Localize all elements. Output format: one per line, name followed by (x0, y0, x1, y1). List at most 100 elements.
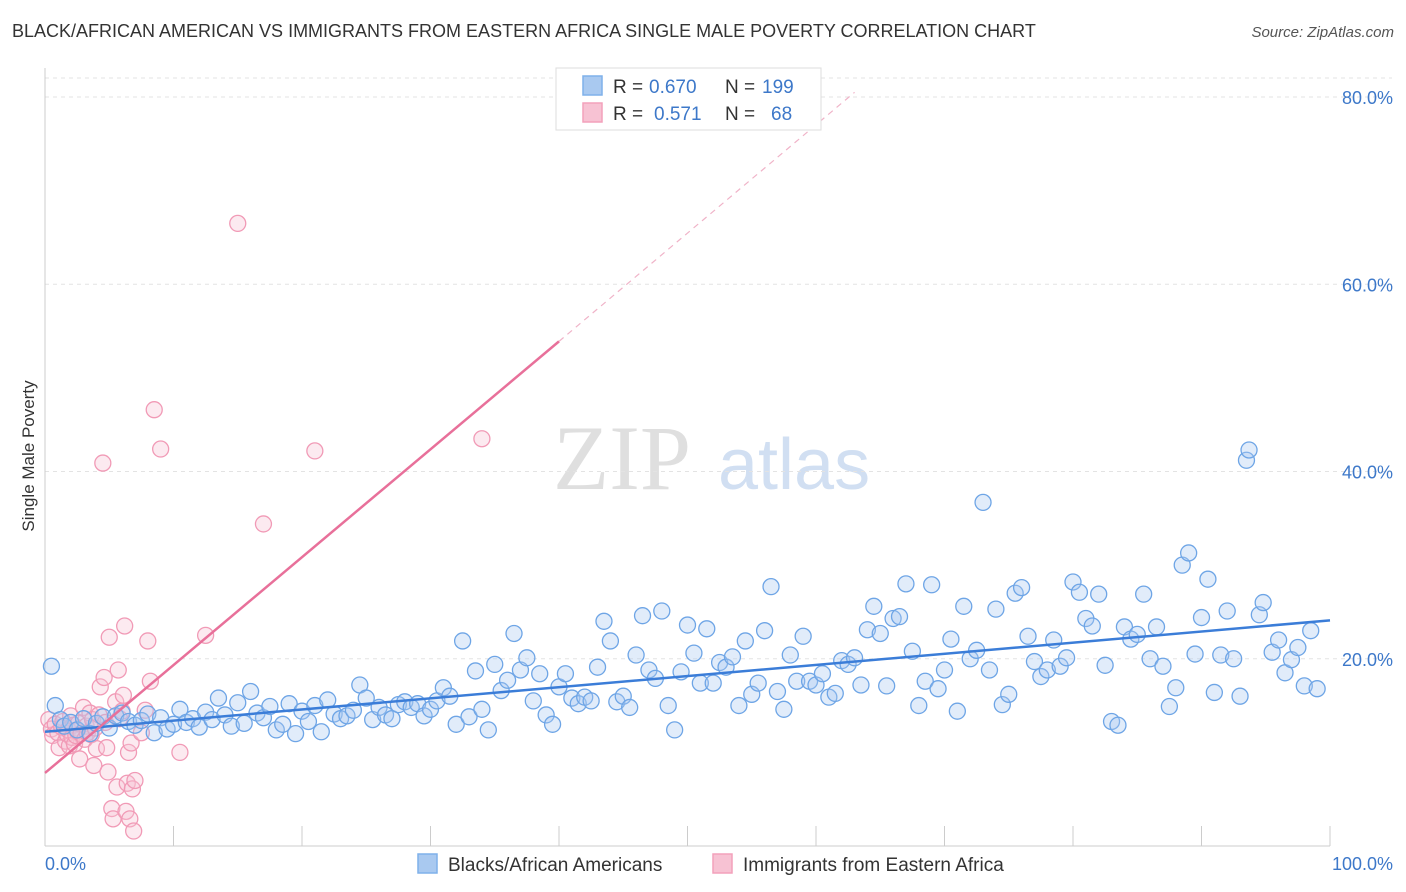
scatter-point-black (203, 710, 221, 729)
scatter-point-black (723, 648, 742, 666)
scatter-point-black (923, 576, 941, 594)
scatter-point-black (794, 627, 812, 645)
scatter-point-black (1064, 573, 1082, 591)
scatter-point-black (1205, 683, 1223, 702)
scatter-point-black (415, 707, 433, 725)
scatter-point-black (447, 715, 465, 733)
scatter-point-black (383, 710, 401, 728)
scatter-point-black (582, 692, 600, 710)
bottom-legend: Blacks/African Americans Immigrants from… (417, 853, 1004, 876)
scatter-point-black (312, 723, 330, 741)
scatter-point-black (222, 717, 240, 735)
scatter-point-eastern-africa (196, 626, 215, 644)
scatter-point-black (865, 597, 883, 615)
scatter-point-black (286, 725, 305, 743)
scatter-point-black (460, 708, 478, 726)
scatter-point-black (845, 649, 864, 667)
grid-lines (45, 77, 1392, 660)
scatter-point-black (1000, 685, 1018, 703)
scatter-point-black (1254, 593, 1272, 612)
scatter-point-black (479, 721, 497, 739)
scatter-point-black (948, 702, 966, 720)
scatter-point-black (1269, 631, 1288, 649)
scatter-point-black (704, 674, 722, 692)
legend-r-value-1: 0.670 (649, 77, 697, 98)
scatter-point-black (1308, 680, 1326, 698)
scatter-point-black (1160, 697, 1179, 716)
scatter-point-black (1096, 656, 1114, 674)
scatter-point-black (241, 682, 260, 701)
scatter-point-black (910, 696, 928, 715)
scatter-point-black (569, 695, 587, 713)
scatter-point-eastern-africa (171, 743, 189, 762)
scatter-point-black (543, 715, 562, 733)
scatter-point-black (531, 665, 549, 683)
scatter-point-eastern-africa (141, 672, 160, 690)
scatter-point-eastern-africa (104, 810, 122, 828)
scatter-point-eastern-africa (94, 454, 112, 472)
scatter-point-black (274, 715, 292, 733)
legend-n-value-1: 199 (762, 77, 794, 98)
scatter-point-eastern-africa (98, 739, 116, 757)
scatter-point-black (1218, 602, 1236, 620)
legend-n-label-1: N = (725, 77, 755, 98)
scatter-point-black (1012, 578, 1031, 597)
scatter-point-black (1192, 608, 1211, 627)
scatter-point-black (498, 671, 517, 689)
source-label: Source: ZipAtlas.com (1251, 24, 1394, 41)
scatter-point-black (1038, 661, 1056, 679)
scatter-point-black (524, 692, 542, 710)
tick-labels: 20.0% 40.0% 60.0% 80.0% 0.0% 100.0% (45, 88, 1393, 874)
bottom-legend-label-blue: Blacks/African Americans (448, 855, 662, 876)
scatter-point-black (659, 696, 677, 715)
scatter-point-black (229, 694, 247, 712)
scatter-point-black (897, 575, 915, 593)
scatter-point-black (755, 622, 774, 640)
x-tick-label: 100.0% (1332, 854, 1393, 874)
scatter-point-black (357, 689, 375, 707)
scatter-point-black (1154, 657, 1172, 675)
series-black-points (42, 441, 1326, 743)
scatter-point-eastern-africa (116, 617, 134, 635)
scatter-point-eastern-africa (85, 756, 103, 775)
scatter-point-black (839, 655, 857, 674)
legend-r-label-2: R = (613, 104, 643, 125)
scatter-point-black (993, 695, 1011, 714)
scatter-point-eastern-africa (145, 401, 163, 419)
scatter-point-black (987, 600, 1005, 618)
scatter-point-eastern-africa (125, 822, 143, 840)
scatter-point-black (486, 655, 504, 674)
scatter-point-eastern-africa (71, 750, 89, 768)
scatter-point-black (261, 697, 279, 716)
scatter-point-black (627, 646, 645, 664)
x-tick-label: 0.0% (45, 854, 86, 874)
scatter-point-black (74, 710, 93, 728)
scatter-point-black (42, 657, 61, 675)
scatter-point-black (858, 621, 877, 639)
watermark-atlas: atlas (718, 425, 870, 505)
scatter-point-black (1289, 638, 1307, 657)
scatter-point-black (601, 632, 620, 650)
scatter-point-black (1070, 583, 1089, 601)
scatter-point-black (935, 661, 954, 679)
trend-line-eastern-africa (44, 340, 560, 774)
scatter-point-black (1083, 617, 1101, 635)
scatter-point-black (1032, 667, 1050, 686)
scatter-point-black (209, 689, 228, 707)
legend-n-value-2: 68 (771, 104, 792, 125)
legend: R = 0.670 N = 199 R = 0.571 N = 68 (555, 67, 822, 131)
scatter-point-black (1109, 716, 1127, 734)
scatter-point-black (453, 632, 472, 650)
scatter-point-black (942, 630, 960, 648)
trend-line-eastern-africa-extension (558, 91, 855, 342)
scatter-point-black (595, 612, 613, 630)
scatter-point-eastern-africa (151, 440, 170, 458)
scatter-point-black (299, 712, 318, 731)
scatter-point-eastern-africa (122, 734, 140, 752)
series-eastern-africa-points (40, 214, 491, 840)
bottom-legend-swatch-blue (417, 853, 438, 874)
scatter-point-black (678, 616, 697, 634)
scatter-point-black (1240, 441, 1258, 459)
scatter-point-black (505, 624, 523, 643)
